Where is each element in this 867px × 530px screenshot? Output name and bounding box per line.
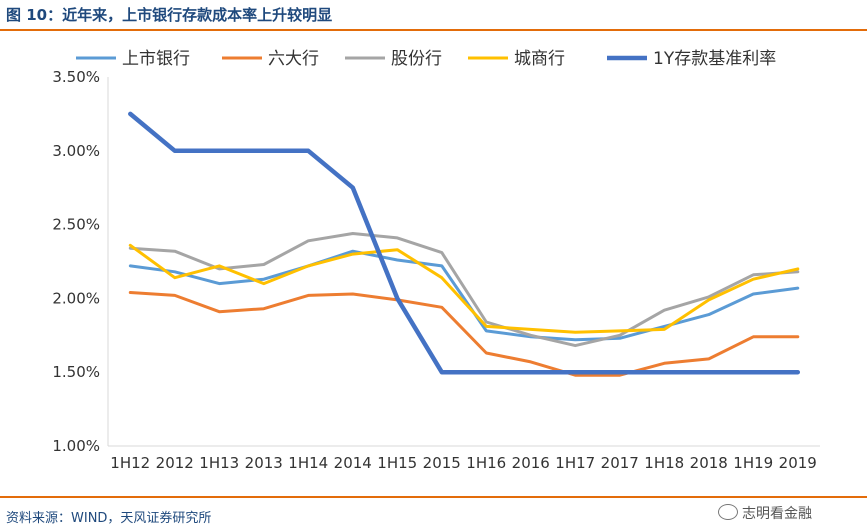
legend-entry: 六大行	[268, 49, 319, 69]
watermark-label: 志明看金融	[742, 506, 812, 522]
x-tick-label: 2019	[779, 454, 817, 472]
series-line	[128, 232, 800, 348]
x-tick-label: 2018	[690, 454, 728, 472]
y-tick-label: 2.00%	[52, 289, 100, 307]
y-tick-label: 3.50%	[52, 68, 100, 86]
source-note: 资料来源：WIND，天风证券研究所	[6, 511, 212, 526]
x-tick-label: 1H19	[733, 454, 773, 472]
top-divider	[0, 29, 867, 31]
plot-series	[128, 111, 801, 377]
x-tick-label: 1H14	[288, 454, 328, 472]
series-line	[128, 243, 800, 334]
x-tick-label: 1H12	[110, 454, 150, 472]
series-line	[128, 291, 800, 377]
y-axis: 1.00% 1.50% 2.00% 2.50% 3.00% 3.50%	[52, 68, 109, 455]
y-tick-label: 1.00%	[52, 437, 100, 455]
x-tick-label: 1H15	[377, 454, 417, 472]
chart-title: 图 10：近年来，上市银行存款成本率上升较明显	[6, 6, 333, 24]
y-tick-label: 1.50%	[52, 363, 100, 381]
x-tick-label: 1H13	[199, 454, 239, 472]
x-tick-label: 2015	[423, 454, 461, 472]
x-tick-label: 2012	[156, 454, 194, 472]
bottom-divider	[0, 496, 867, 498]
legend-entry: 股份行	[391, 49, 442, 69]
x-tick-label: 2017	[601, 454, 639, 472]
legend: 上市银行 六大行 股份行 城商行 1Y存款基准利率	[76, 49, 776, 69]
series-line	[128, 111, 801, 375]
x-axis: 1H12 2012 1H13 2013 1H14 2014 1H15 2015 1H16 2016…	[108, 445, 820, 472]
x-tick-label: 1H18	[644, 454, 684, 472]
x-tick-label: 2013	[245, 454, 283, 472]
legend-entry: 1Y存款基准利率	[653, 49, 776, 69]
line-chart: 上市银行 六大行 股份行 城商行 1Y存款基准利率 1.00% 1.50% 2.00% 2.5…	[52, 49, 820, 472]
wechat-icon	[718, 504, 738, 520]
legend-entry: 城商行	[514, 49, 565, 69]
y-tick-label: 3.00%	[52, 142, 100, 160]
x-tick-label: 1H17	[555, 454, 595, 472]
x-tick-label: 2014	[334, 454, 372, 472]
x-tick-label: 2016	[512, 454, 550, 472]
legend-entry: 上市银行	[122, 49, 190, 69]
series-line	[128, 249, 800, 342]
x-tick-label: 1H16	[466, 454, 506, 472]
y-tick-label: 2.50%	[52, 216, 100, 234]
watermark: 志明看金融	[718, 503, 812, 523]
